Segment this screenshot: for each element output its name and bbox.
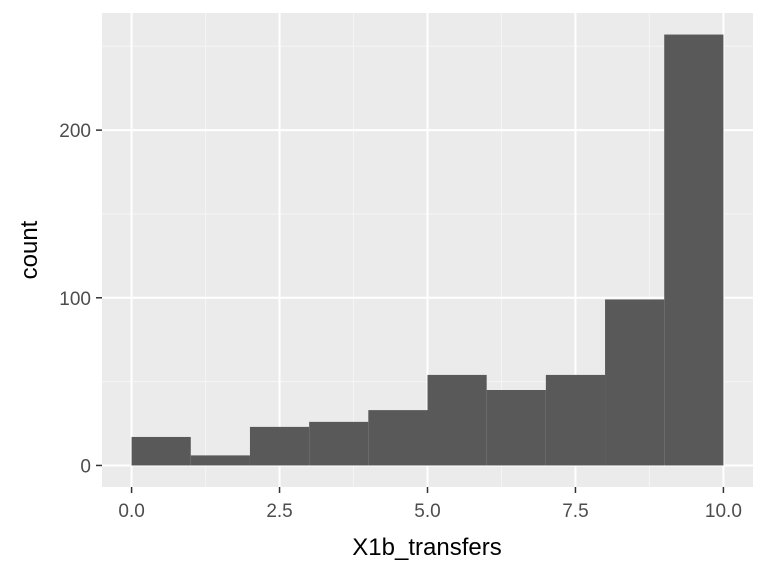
y-axis-ticks: 0 100 200 [59, 121, 102, 477]
y-tick-label: 200 [59, 121, 91, 142]
histogram-bar [190, 455, 250, 466]
histogram-bar [427, 374, 487, 466]
x-tick-label: 7.5 [562, 501, 588, 522]
histogram-bar [664, 34, 724, 466]
histogram-bar [545, 374, 606, 466]
x-axis-title: X1b_transfers [352, 534, 501, 561]
histogram-bars [131, 34, 724, 466]
histogram-bar [605, 299, 665, 466]
x-tick-label: 10.0 [705, 501, 742, 522]
y-axis-title: count [16, 220, 43, 279]
histogram-bar [368, 410, 428, 466]
histogram-bar [486, 390, 546, 466]
histogram-bar [131, 436, 191, 466]
y-tick-label: 100 [59, 289, 91, 310]
histogram-bar [249, 426, 310, 466]
x-tick-label: 0.0 [118, 501, 144, 522]
y-tick-label: 0 [80, 456, 91, 477]
x-axis-ticks: 0.0 2.5 5.0 7.5 10.0 [118, 487, 742, 522]
x-tick-label: 5.0 [414, 501, 440, 522]
x-tick-label: 2.5 [266, 501, 292, 522]
histogram-bar [309, 421, 369, 466]
